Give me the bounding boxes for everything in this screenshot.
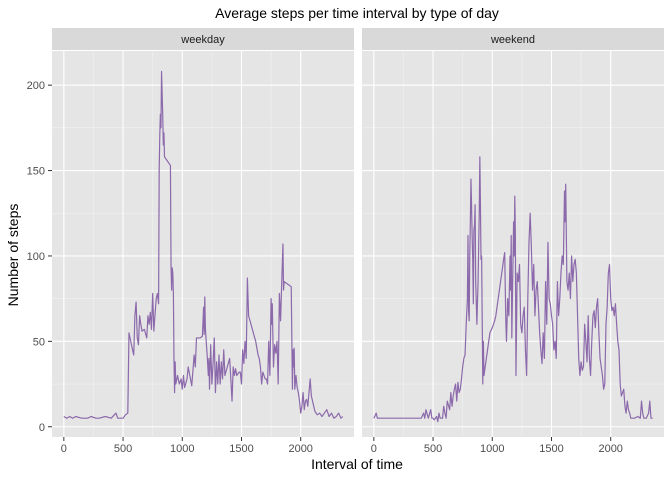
x-tick-label: 0	[61, 443, 67, 455]
facet-strip-label: weekend	[490, 34, 535, 46]
panel-background	[52, 51, 354, 437]
y-axis-label: Number of steps	[5, 204, 21, 307]
facet-panels: weekday 0 500 1000 1500 2000 weekend 0 500 1000 15…	[52, 28, 664, 455]
series-line-weekend	[373, 156, 653, 423]
facet-strip	[52, 28, 354, 50]
facet-weekend: weekend 0 500 1000 1500 2000	[362, 28, 664, 455]
y-tick-label: 150	[27, 166, 45, 178]
x-tick-label: 2000	[598, 443, 622, 455]
facet-strip-label: weekday	[180, 34, 225, 46]
x-tick-label: 500	[114, 443, 132, 455]
x-tick-label: 0	[371, 443, 377, 455]
chart-title: Average steps per time interval by type …	[215, 5, 499, 21]
x-tick-label: 2000	[288, 443, 312, 455]
x-tick-label: 1500	[539, 443, 563, 455]
facet-weekday: weekday 0 500 1000 1500 2000	[52, 28, 354, 455]
series-line-weekday	[63, 70, 344, 419]
x-tick-label: 1000	[480, 443, 504, 455]
x-tick-label: 500	[424, 443, 442, 455]
y-tick-label: 100	[27, 251, 45, 263]
y-tick-label: 200	[27, 80, 45, 92]
x-axis-label: Interval of time	[311, 456, 403, 472]
y-tick-label: 0	[39, 422, 45, 434]
y-tick-label: 50	[33, 336, 45, 348]
x-tick-label: 1000	[170, 443, 194, 455]
x-tick-label: 1500	[229, 443, 253, 455]
y-axis: 0 50 100 150 200	[27, 80, 52, 434]
facet-strip	[362, 28, 664, 50]
